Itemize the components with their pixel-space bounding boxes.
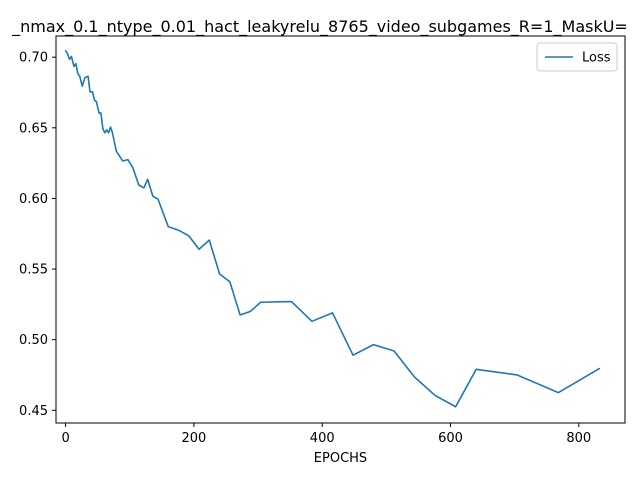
plot-area xyxy=(55,35,626,424)
x-tick-label: 200 xyxy=(182,431,207,446)
y-tick-label: 0.60 xyxy=(19,192,48,207)
x-tick-label: 0 xyxy=(61,431,69,446)
series-layer xyxy=(64,50,601,408)
y-axis: 0.45 0.50 0.55 0.60 0.65 0.70 xyxy=(19,51,56,419)
series-line-loss xyxy=(64,50,601,408)
legend-label: Loss xyxy=(582,51,611,66)
y-tick-label: 0.65 xyxy=(19,121,48,136)
chart-title: _nmax_0.1_ntype_0.01_hact_leakyrelu_8765… xyxy=(11,17,628,37)
legend: Loss xyxy=(536,42,618,72)
x-axis-label: EPOCHS xyxy=(314,451,367,466)
y-tick-label: 0.70 xyxy=(19,51,48,66)
y-tick-label: 0.50 xyxy=(19,333,48,348)
legend-box xyxy=(536,42,618,72)
x-tick-label: 600 xyxy=(438,431,463,446)
y-tick-label: 0.45 xyxy=(19,404,48,419)
x-axis: 0 200 400 600 800 xyxy=(61,423,591,446)
x-tick-label: 400 xyxy=(310,431,335,446)
y-tick-label: 0.55 xyxy=(19,263,48,278)
x-tick-label: 800 xyxy=(566,431,591,446)
